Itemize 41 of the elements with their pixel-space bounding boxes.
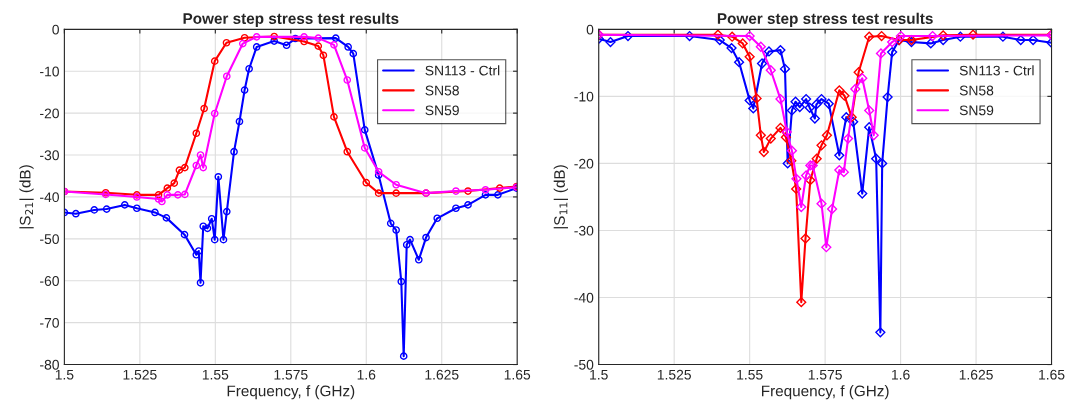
x-axis-title: Frequency, f (GHz) [227, 385, 355, 400]
x-tick-label: 1.5 [590, 369, 608, 380]
y-tick-label: -40 [574, 292, 594, 303]
x-tick-label: 1.55 [737, 369, 763, 380]
legend-label: SN113 - Ctrl [959, 65, 1034, 76]
x-tick-label: 1.625 [959, 369, 993, 380]
y-tick-label: -30 [574, 225, 594, 236]
x-tick-label: 1.625 [425, 369, 459, 380]
legend-label: SN58 [959, 85, 994, 96]
legend-label: SN59 [425, 105, 459, 116]
y-tick-label: -40 [40, 192, 59, 203]
legend-label: SN58 [425, 85, 459, 96]
y-tick-label: -20 [40, 108, 59, 119]
y-tick-label: -10 [40, 66, 59, 77]
y-axis-title: |S$_{21}$| (dB) [19, 165, 34, 229]
legend-label: SN59 [959, 105, 994, 116]
chart-title: Power step stress test results [183, 12, 399, 27]
y-tick-label: -60 [40, 276, 59, 286]
x-tick-label: 1.525 [123, 369, 157, 380]
x-tick-label: 1.575 [274, 369, 308, 380]
x-tick-label: 1.575 [808, 369, 842, 380]
y-tick-label: -80 [40, 359, 59, 370]
x-tick-label: 1.5 [55, 369, 74, 380]
y-tick-label: 0 [586, 24, 594, 35]
legend-label: SN113 - Ctrl [425, 65, 500, 76]
y-tick-label: -20 [574, 158, 594, 169]
y-tick-label: -10 [574, 91, 594, 102]
x-tick-label: 1.6 [892, 369, 910, 380]
y-tick-label: -50 [574, 359, 594, 370]
y-axis-title: |S$_{11}$| (dB) [553, 165, 569, 229]
y-tick-label: -70 [40, 317, 59, 328]
x-tick-label: 1.55 [202, 369, 229, 380]
x-axis-title: Frequency, f (GHz) [762, 385, 889, 400]
x-tick-label: 1.6 [357, 369, 376, 380]
chart-title: Power step stress test results [717, 12, 933, 27]
x-tick-label: 1.65 [504, 369, 531, 380]
x-tick-label: 1.65 [1039, 369, 1065, 380]
y-tick-label: -50 [40, 234, 59, 244]
y-tick-label: 0 [52, 24, 59, 35]
x-tick-label: 1.525 [657, 369, 691, 380]
y-tick-label: -30 [40, 150, 59, 161]
